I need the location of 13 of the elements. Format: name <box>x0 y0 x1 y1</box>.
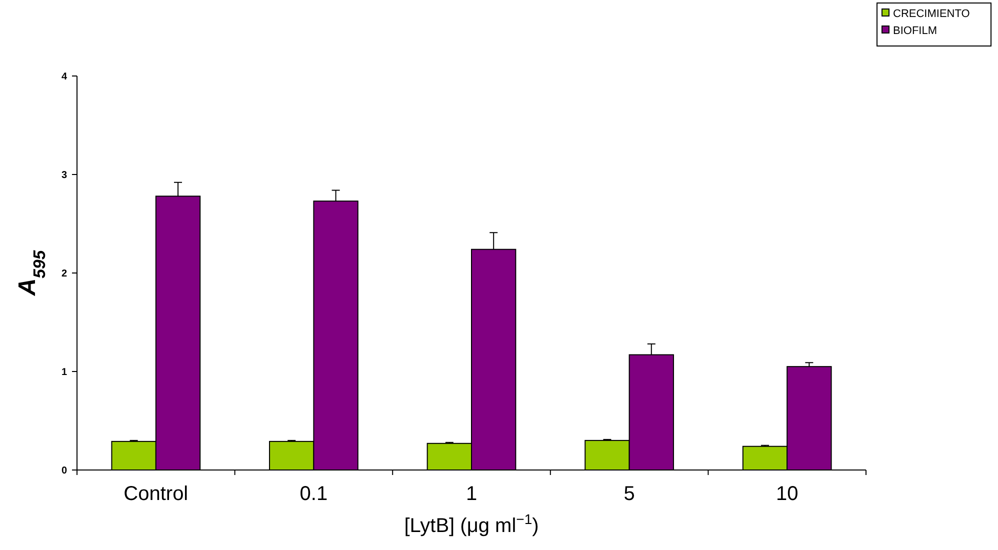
y-tick-label: 1 <box>61 367 68 378</box>
x-tick-label: 5 <box>624 483 635 505</box>
y-tick-label: 3 <box>61 170 68 181</box>
legend-label: CRECIMIENTO <box>893 8 970 20</box>
y-tick-label: 4 <box>61 72 68 82</box>
y-tick-label: 2 <box>61 268 68 280</box>
legend-label: BIOFILM <box>893 24 938 37</box>
x-tick-label: 10 <box>776 483 798 505</box>
y-tick-label: 0 <box>61 466 68 476</box>
x-axis-title: [LytB] (μg ml$^{−1}$) <box>404 511 539 537</box>
x-tick-label: Control <box>124 483 188 505</box>
x-tick-label: 0.1 <box>300 483 328 505</box>
x-tick-label: 1 <box>466 483 478 505</box>
